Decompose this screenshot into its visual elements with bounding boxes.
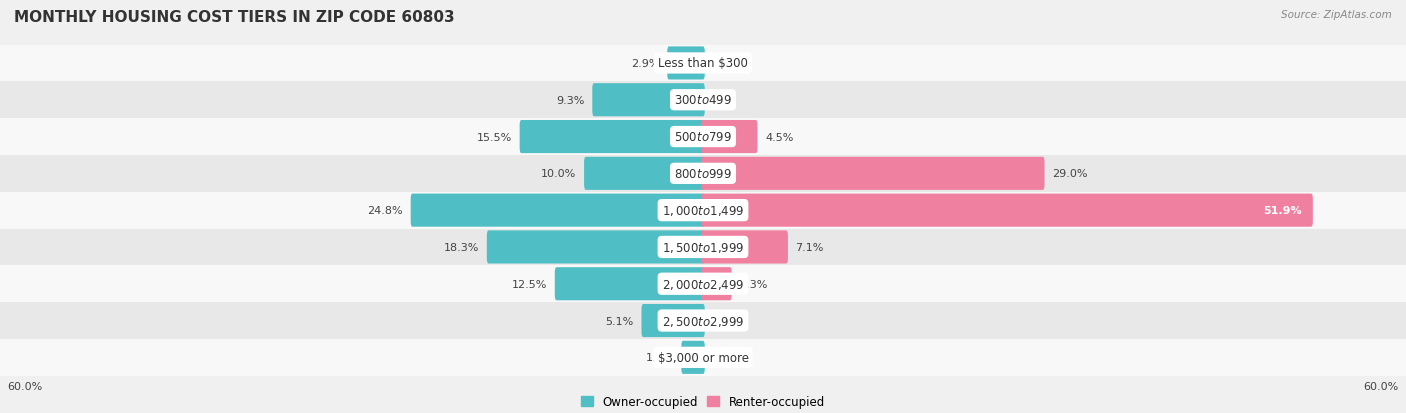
FancyBboxPatch shape <box>486 231 704 264</box>
Text: $2,500 to $2,999: $2,500 to $2,999 <box>662 314 744 328</box>
FancyBboxPatch shape <box>702 121 758 154</box>
FancyBboxPatch shape <box>411 194 704 227</box>
Text: 10.0%: 10.0% <box>541 169 576 179</box>
Text: 60.0%: 60.0% <box>7 381 42 391</box>
Bar <box>0 82 1406 119</box>
Text: $1,000 to $1,499: $1,000 to $1,499 <box>662 204 744 218</box>
Text: $2,000 to $2,499: $2,000 to $2,499 <box>662 277 744 291</box>
Text: Less than $300: Less than $300 <box>658 57 748 70</box>
FancyBboxPatch shape <box>641 304 704 337</box>
Text: 7.1%: 7.1% <box>796 242 824 252</box>
Bar <box>0 156 1406 192</box>
Text: 5.1%: 5.1% <box>606 316 634 326</box>
Text: $300 to $499: $300 to $499 <box>673 94 733 107</box>
Text: 9.3%: 9.3% <box>557 95 585 105</box>
Bar <box>0 339 1406 376</box>
Text: 24.8%: 24.8% <box>367 206 404 216</box>
Text: 1.7%: 1.7% <box>645 352 673 363</box>
Text: 12.5%: 12.5% <box>512 279 547 289</box>
Bar <box>0 302 1406 339</box>
Bar <box>0 45 1406 82</box>
Text: 60.0%: 60.0% <box>1364 381 1399 391</box>
FancyBboxPatch shape <box>555 268 704 301</box>
Text: 15.5%: 15.5% <box>477 132 512 142</box>
FancyBboxPatch shape <box>583 157 704 190</box>
FancyBboxPatch shape <box>682 341 704 374</box>
Text: Source: ZipAtlas.com: Source: ZipAtlas.com <box>1281 10 1392 20</box>
Bar <box>0 266 1406 302</box>
FancyBboxPatch shape <box>702 268 731 301</box>
Text: 2.9%: 2.9% <box>631 59 659 69</box>
Text: MONTHLY HOUSING COST TIERS IN ZIP CODE 60803: MONTHLY HOUSING COST TIERS IN ZIP CODE 6… <box>14 10 454 25</box>
Bar <box>0 119 1406 156</box>
Text: 18.3%: 18.3% <box>444 242 479 252</box>
Text: 29.0%: 29.0% <box>1052 169 1088 179</box>
Text: 4.5%: 4.5% <box>765 132 793 142</box>
Text: 2.3%: 2.3% <box>740 279 768 289</box>
Text: $3,000 or more: $3,000 or more <box>658 351 748 364</box>
Legend: Owner-occupied, Renter-occupied: Owner-occupied, Renter-occupied <box>581 395 825 408</box>
FancyBboxPatch shape <box>592 84 704 117</box>
FancyBboxPatch shape <box>520 121 704 154</box>
FancyBboxPatch shape <box>702 231 787 264</box>
Text: 51.9%: 51.9% <box>1263 206 1302 216</box>
FancyBboxPatch shape <box>702 194 1313 227</box>
Text: $1,500 to $1,999: $1,500 to $1,999 <box>662 240 744 254</box>
FancyBboxPatch shape <box>668 47 704 80</box>
Bar <box>0 229 1406 266</box>
Bar <box>0 192 1406 229</box>
FancyBboxPatch shape <box>702 157 1045 190</box>
Text: $500 to $799: $500 to $799 <box>673 131 733 144</box>
Text: $800 to $999: $800 to $999 <box>673 167 733 180</box>
